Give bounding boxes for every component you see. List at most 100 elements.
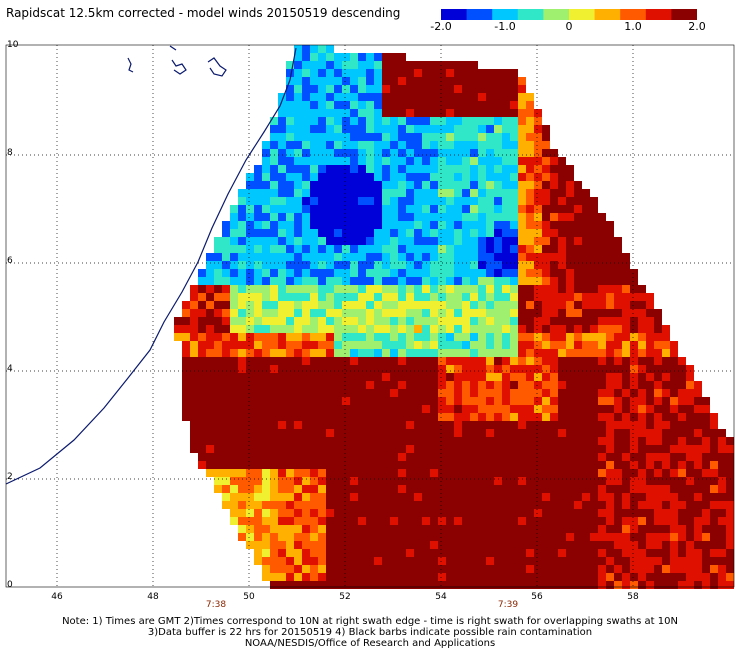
wind-difference-cell [446, 141, 454, 149]
wind-difference-cell [486, 101, 494, 109]
wind-difference-cell [246, 173, 254, 181]
wind-difference-cell [486, 541, 494, 549]
wind-difference-cell [486, 501, 494, 509]
wind-difference-cell [366, 317, 374, 325]
wind-difference-cell [390, 149, 398, 157]
wind-difference-cell [414, 373, 422, 381]
wind-difference-cell [462, 565, 470, 573]
wind-difference-cell [534, 517, 542, 525]
wind-difference-cell [662, 493, 670, 501]
wind-difference-cell [326, 173, 334, 181]
wind-difference-cell [510, 117, 518, 125]
wind-difference-cell [198, 437, 206, 445]
wind-difference-cell [318, 445, 326, 453]
wind-difference-cell [406, 365, 414, 373]
wind-difference-cell [278, 509, 286, 517]
wind-difference-cell [486, 493, 494, 501]
wind-difference-cell [718, 517, 726, 525]
wind-difference-cell [326, 421, 334, 429]
wind-difference-cell [654, 477, 662, 485]
wind-difference-cell [414, 149, 422, 157]
wind-difference-cell [342, 533, 350, 541]
wind-difference-cell [246, 277, 254, 285]
wind-difference-cell [566, 365, 574, 373]
wind-difference-cell [262, 557, 270, 565]
wind-difference-cell [622, 405, 630, 413]
wind-difference-cell [486, 485, 494, 493]
wind-difference-cell [558, 541, 566, 549]
wind-difference-cell [710, 509, 718, 517]
wind-difference-cell [518, 197, 526, 205]
wind-difference-cell [622, 309, 630, 317]
wind-difference-cell [446, 85, 454, 93]
wind-difference-cell [598, 317, 606, 325]
wind-difference-cell [478, 93, 486, 101]
wind-difference-cell [566, 309, 574, 317]
wind-difference-cell [326, 397, 334, 405]
wind-difference-cell [670, 389, 678, 397]
wind-difference-cell [390, 61, 398, 69]
wind-difference-cell [270, 485, 278, 493]
wind-difference-cell [342, 245, 350, 253]
wind-difference-cell [278, 245, 286, 253]
wind-difference-cell [446, 573, 454, 581]
wind-difference-cell [414, 429, 422, 437]
wind-difference-cell [462, 453, 470, 461]
wind-difference-cell [262, 309, 270, 317]
wind-difference-cell [534, 189, 542, 197]
wind-difference-cell [430, 541, 438, 549]
wind-difference-cell [630, 277, 638, 285]
wind-difference-cell [678, 381, 686, 389]
wind-difference-cell [726, 541, 734, 549]
wind-difference-cell [486, 373, 494, 381]
wind-difference-cell [334, 373, 342, 381]
wind-difference-cell [574, 573, 582, 581]
wind-difference-cell [478, 301, 486, 309]
wind-difference-cell [558, 565, 566, 573]
wind-difference-cell [510, 309, 518, 317]
wind-difference-cell [390, 493, 398, 501]
wind-difference-cell [694, 413, 702, 421]
wind-difference-cell [198, 333, 206, 341]
wind-difference-cell [310, 117, 318, 125]
wind-difference-cell [686, 405, 694, 413]
wind-difference-cell [390, 157, 398, 165]
wind-difference-cell [246, 293, 254, 301]
wind-difference-cell [326, 229, 334, 237]
wind-difference-cell [390, 165, 398, 173]
wind-difference-cell [390, 461, 398, 469]
wind-difference-cell [326, 149, 334, 157]
wind-difference-cell [654, 381, 662, 389]
wind-difference-cell [326, 157, 334, 165]
wind-difference-cell [726, 461, 734, 469]
wind-difference-cell [526, 285, 534, 293]
wind-difference-cell [590, 229, 598, 237]
wind-difference-cell [414, 581, 422, 589]
wind-difference-cell [350, 333, 358, 341]
wind-difference-cell [518, 269, 526, 277]
wind-difference-cell [462, 397, 470, 405]
wind-difference-cell [430, 261, 438, 269]
wind-difference-cell [390, 69, 398, 77]
wind-difference-cell [278, 197, 286, 205]
wind-difference-cell [366, 61, 374, 69]
wind-difference-cell [518, 125, 526, 133]
wind-difference-cell [646, 565, 654, 573]
wind-difference-cell [662, 397, 670, 405]
wind-difference-cell [326, 221, 334, 229]
wind-difference-cell [310, 509, 318, 517]
wind-difference-cell [198, 309, 206, 317]
wind-difference-cell [358, 269, 366, 277]
wind-difference-cell [366, 533, 374, 541]
wind-difference-cell [646, 301, 654, 309]
wind-difference-cell [598, 325, 606, 333]
wind-difference-cell [646, 309, 654, 317]
wind-difference-cell [454, 141, 462, 149]
wind-difference-cell [622, 269, 630, 277]
wind-difference-cell [486, 349, 494, 357]
wind-difference-cell [710, 413, 718, 421]
wind-difference-cell [358, 469, 366, 477]
wind-difference-cell [342, 261, 350, 269]
wind-difference-cell [670, 477, 678, 485]
wind-difference-cell [526, 189, 534, 197]
